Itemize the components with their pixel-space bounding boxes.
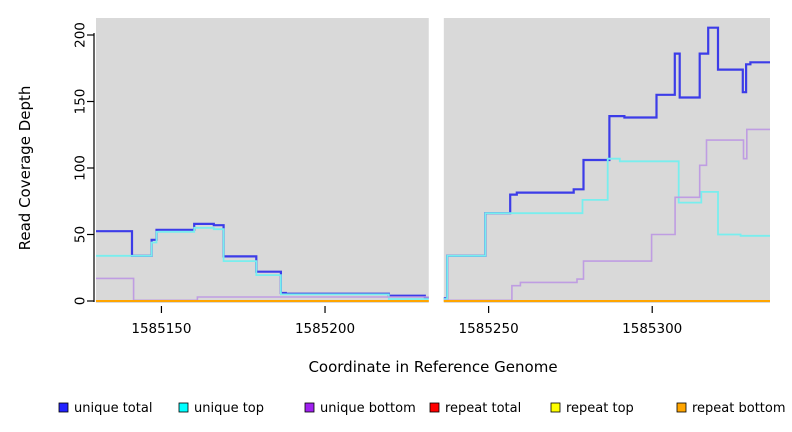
series-unique-top-line-seg1 [96,226,429,300]
series-unique-bottom-line-seg2 [443,128,770,302]
legend-swatch-unique-bottom [304,402,315,413]
legend-label-unique-top: unique top [194,401,264,416]
y-tick-label: 0 [73,297,89,306]
y-tick-label: 200 [73,22,89,48]
y-tick-label: 100 [73,155,89,181]
y-tick-label: 150 [73,89,89,115]
series-unique-total-line-seg2 [443,26,770,300]
series-lines-layer [96,26,770,302]
legend-swatch-unique-total [58,402,69,413]
y-tick-label: 50 [73,226,89,243]
legend-label-unique-total: unique total [74,401,152,416]
x-tick-label: 1585150 [131,321,191,337]
series-unique-top-line-seg2 [443,157,770,300]
legend-label-repeat-top: repeat top [566,401,634,416]
y-axis-title: Read Coverage Depth [16,86,34,251]
axes-layer: 0 50 100 150 200 1585150 1585200 1585250 1585300 [73,22,683,337]
legend-label-unique-bottom: unique bottom [320,401,416,416]
legend-swatch-unique-top [178,402,189,413]
x-tick-label: 1585300 [622,321,682,337]
legend-swatch-repeat-bottom [676,402,687,413]
legend-swatch-repeat-total [429,402,440,413]
legend-label-repeat-total: repeat total [445,401,521,416]
legend: unique total unique top unique bottom repea… [58,401,786,416]
legend-swatch-repeat-top [550,402,561,413]
x-axis-title: Coordinate in Reference Genome [308,358,557,376]
coverage-gap-band [428,18,444,303]
legend-label-repeat-bottom: repeat bottom [692,401,786,416]
x-tick-label: 1585250 [459,321,519,337]
x-tick-label: 1585200 [295,321,355,337]
